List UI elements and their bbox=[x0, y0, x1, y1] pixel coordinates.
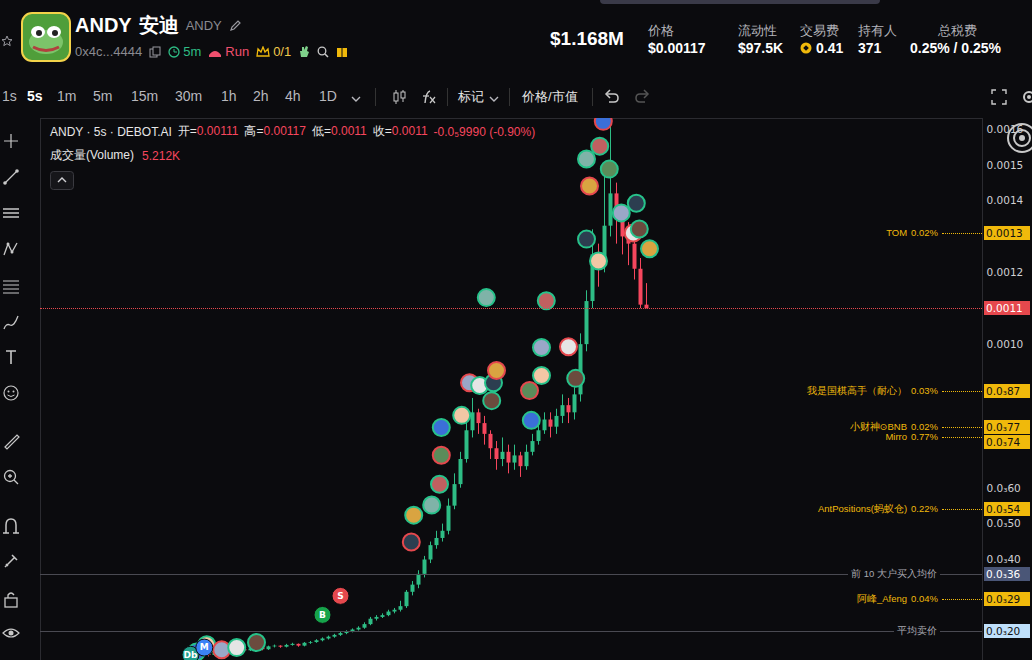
html-text:15m: 15m bbox=[131, 88, 159, 104]
html-text:0.25% / 0.25%: 0.25% / 0.25% bbox=[910, 40, 1002, 56]
html-text:0.0013: 0.0013 bbox=[986, 226, 1023, 239]
html-text:0.0011: 0.0011 bbox=[986, 302, 1023, 315]
html-text:0.0₃54: 0.0₃54 bbox=[986, 503, 1021, 516]
html-text:收= 0.0011 -0.0₅9990 (-0.90%): 收= 0.0011 -0.0₅9990 (-0.90%) bbox=[372, 124, 536, 139]
html-text:ANDY · 5s · DEBOT.AI 开= 0.0011: ANDY · 5s · DEBOT.AI 开= 0.00111 bbox=[50, 124, 239, 139]
html-text:平均卖价: 平均卖价 bbox=[897, 625, 937, 637]
html-text:0x4c...4444: 0x4c...4444 bbox=[75, 44, 143, 59]
html-text:前 10 大户买入均价: 前 10 大户买入均价 bbox=[851, 567, 937, 579]
html-text:阿峰_Afeng 0.04%: 阿峰_Afeng 0.04% bbox=[856, 593, 938, 604]
svg-text:Db: Db bbox=[184, 650, 198, 660]
html-text:交易费: 交易费 bbox=[800, 23, 839, 38]
html-text:2h: 2h bbox=[253, 88, 269, 104]
html-text:TOM 0.02%: TOM 0.02% bbox=[886, 226, 938, 238]
html-text:0.0₃36: 0.0₃36 bbox=[986, 567, 1021, 580]
svg-text:0.0₃60: 0.0₃60 bbox=[987, 482, 1021, 494]
svg-text:S: S bbox=[337, 591, 343, 601]
html-text:Mirro 0.77%: Mirro 0.77% bbox=[885, 431, 938, 443]
svg-text:0.0012: 0.0012 bbox=[987, 266, 1024, 278]
html-text:0.0₃20: 0.0₃20 bbox=[986, 625, 1021, 638]
svg-text:0.0010: 0.0010 bbox=[987, 338, 1024, 350]
html-text:$0.00117: $0.00117 bbox=[648, 40, 706, 56]
html-text:$97.5K: $97.5K bbox=[738, 40, 784, 56]
html-text:0.0₃29: 0.0₃29 bbox=[986, 593, 1021, 605]
html-text:0.0₃77: 0.0₃77 bbox=[986, 420, 1021, 433]
html-text:价格: 价格 bbox=[648, 23, 674, 38]
svg-text:B: B bbox=[319, 610, 326, 620]
html-text:流动性: 流动性 bbox=[738, 23, 777, 38]
html-text:AntPositions(蚂蚁仓) 0.22%: AntPositions(蚂蚁仓) 0.22% bbox=[817, 503, 938, 515]
html-text:0.0₃74: 0.0₃74 bbox=[986, 435, 1021, 448]
html-text:5m: 5m bbox=[183, 44, 202, 59]
html-text:0.0₃87: 0.0₃87 bbox=[986, 384, 1021, 397]
html-text:高= 0.00117: 高= 0.00117 bbox=[244, 124, 306, 138]
html-text:371: 371 bbox=[858, 40, 882, 56]
html-text:0.41: 0.41 bbox=[816, 40, 844, 56]
html-text:标记: 标记 bbox=[458, 89, 484, 104]
html-text:1D: 1D bbox=[319, 88, 337, 104]
html-text:低= 0.0011: 低= 0.0011 bbox=[312, 124, 367, 138]
html-text:Run: Run bbox=[225, 44, 250, 59]
html-text:成交量(Volume): 成交量(Volume) bbox=[50, 148, 134, 162]
html-text:持有人: 持有人 bbox=[858, 23, 897, 38]
html-text:总税费: 总税费 bbox=[938, 23, 977, 38]
svg-text:0.0014: 0.0014 bbox=[987, 194, 1024, 206]
svg-text:M: M bbox=[200, 642, 209, 652]
html-text:1h: 1h bbox=[221, 88, 237, 104]
html-text:30m: 30m bbox=[175, 88, 203, 104]
svg-text:0.0₃50: 0.0₃50 bbox=[987, 517, 1021, 529]
html-text:ANDY 安迪 ANDY: ANDY 安迪 ANDY bbox=[75, 14, 222, 36]
html-text:5.212K: 5.212K bbox=[142, 148, 181, 163]
html-text:1m: 1m bbox=[57, 88, 77, 104]
svg-text:0.0₃40: 0.0₃40 bbox=[987, 553, 1021, 565]
svg-text:0.0015: 0.0015 bbox=[987, 159, 1024, 171]
html-text:4h: 4h bbox=[285, 88, 301, 104]
html-text:小财神⊙BNB 0.02%: 小财神⊙BNB 0.02% bbox=[849, 420, 938, 432]
html-text:5m: 5m bbox=[93, 88, 113, 104]
html-text:我是国棋高手（耐心） 0.03%: 我是国棋高手（耐心） 0.03% bbox=[807, 384, 938, 396]
svg-text:0.0016: 0.0016 bbox=[987, 123, 1024, 135]
html-text:价格/市值: 价格/市值 bbox=[522, 89, 578, 104]
html-text:1s: 1s bbox=[2, 88, 17, 104]
html-text:0/1: 0/1 bbox=[273, 44, 292, 59]
html-text:$1.168M: $1.168M bbox=[550, 28, 624, 49]
html-text:5s: 5s bbox=[27, 88, 43, 104]
